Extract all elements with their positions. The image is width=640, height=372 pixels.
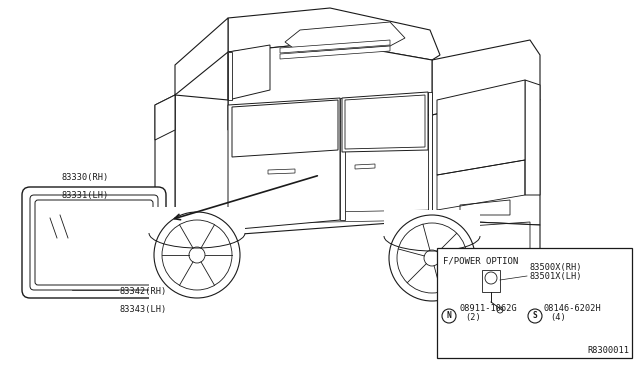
Circle shape (485, 272, 497, 284)
Text: 83343(LH): 83343(LH) (120, 305, 167, 314)
Polygon shape (228, 8, 440, 60)
Polygon shape (175, 210, 432, 225)
Circle shape (154, 212, 240, 298)
Text: 83330(RH): 83330(RH) (61, 173, 109, 182)
Polygon shape (268, 169, 295, 174)
Polygon shape (432, 220, 540, 260)
Polygon shape (437, 248, 632, 358)
Polygon shape (432, 90, 540, 225)
Polygon shape (340, 98, 345, 220)
Text: N: N (447, 311, 451, 321)
Text: (2): (2) (465, 313, 481, 322)
Text: 83342(RH): 83342(RH) (120, 287, 167, 296)
Text: (4): (4) (550, 313, 566, 322)
Polygon shape (228, 45, 270, 100)
FancyBboxPatch shape (22, 187, 166, 298)
Text: 08146-6202H: 08146-6202H (544, 304, 602, 313)
Polygon shape (525, 80, 540, 195)
Polygon shape (432, 40, 540, 115)
Polygon shape (228, 52, 232, 100)
Polygon shape (355, 164, 375, 169)
Circle shape (424, 250, 440, 266)
Polygon shape (232, 100, 338, 157)
Text: R8300011: R8300011 (587, 346, 629, 355)
Polygon shape (285, 22, 405, 53)
Polygon shape (428, 92, 432, 220)
Polygon shape (342, 92, 428, 152)
Polygon shape (155, 95, 175, 225)
Polygon shape (149, 207, 245, 303)
Polygon shape (175, 18, 228, 95)
Circle shape (389, 215, 475, 301)
Text: 83331(LH): 83331(LH) (61, 191, 109, 200)
Polygon shape (437, 80, 525, 175)
Text: 08911-1062G: 08911-1062G (459, 304, 516, 313)
Text: F/POWER OPTION: F/POWER OPTION (443, 256, 518, 265)
Polygon shape (175, 215, 228, 255)
Polygon shape (228, 98, 340, 230)
Polygon shape (482, 270, 500, 292)
Polygon shape (228, 42, 432, 130)
Polygon shape (280, 40, 390, 53)
Circle shape (189, 247, 205, 263)
Polygon shape (280, 46, 390, 59)
Text: 83500X(RH): 83500X(RH) (529, 263, 582, 272)
Polygon shape (155, 215, 175, 240)
Polygon shape (175, 95, 432, 235)
Text: S: S (532, 311, 538, 321)
Polygon shape (155, 95, 175, 140)
Text: 83501X(LH): 83501X(LH) (529, 272, 582, 281)
Polygon shape (384, 210, 480, 306)
